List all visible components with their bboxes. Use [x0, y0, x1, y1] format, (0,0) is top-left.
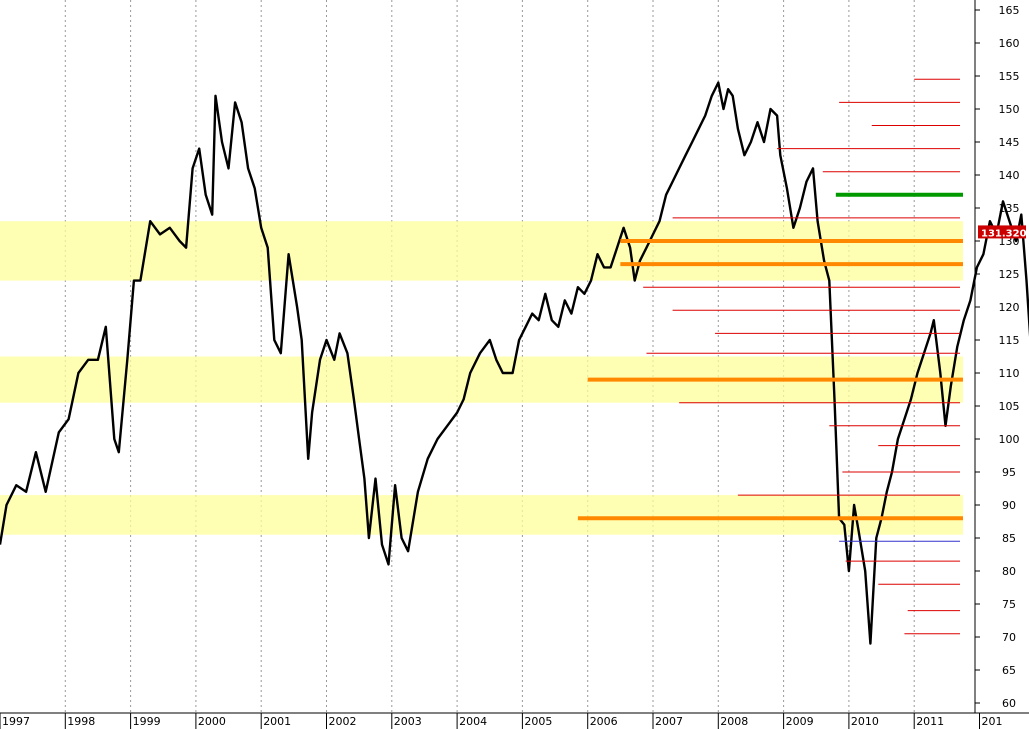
- x-tick-label-2000: 2000: [198, 715, 226, 728]
- x-tick-label-1998: 1998: [67, 715, 95, 728]
- y-tick-label-115: 115: [999, 334, 1020, 347]
- y-tick-label-165: 165: [999, 4, 1020, 17]
- x-tick-label-2006: 2006: [590, 715, 618, 728]
- y-tick-label-95: 95: [1002, 466, 1016, 479]
- last-price-badge: [978, 225, 1026, 239]
- x-tick-label-2009: 2009: [786, 715, 814, 728]
- support-zone-3: [0, 495, 963, 535]
- x-tick-label-2005: 2005: [524, 715, 552, 728]
- y-tick-label-150: 150: [999, 103, 1020, 116]
- support-zone-1: [0, 221, 963, 281]
- x-tick-label-2003: 2003: [394, 715, 422, 728]
- y-tick-label-120: 120: [999, 301, 1020, 314]
- y-tick-label-60: 60: [1002, 697, 1016, 710]
- x-tick-label-2007: 2007: [655, 715, 683, 728]
- last-price-marker: 131.320: [978, 225, 1027, 239]
- y-tick-label-135: 135: [999, 202, 1020, 215]
- x-tick-label-2001: 2001: [263, 715, 291, 728]
- y-tick-label-125: 125: [999, 268, 1020, 281]
- x-tick-label-1999: 1999: [133, 715, 161, 728]
- y-tick-label-90: 90: [1002, 499, 1016, 512]
- x-tick-label-2002: 2002: [329, 715, 357, 728]
- x-tick-label-2010: 2010: [851, 715, 879, 728]
- y-axis-ticks: 6065707580859095100105110115120125130135…: [975, 4, 1020, 710]
- y-tick-label-160: 160: [999, 37, 1020, 50]
- x-tick-label-1997: 1997: [2, 715, 30, 728]
- x-tick-label-2011: 2011: [916, 715, 944, 728]
- y-tick-label-145: 145: [999, 136, 1020, 149]
- level-lines: [577, 192, 963, 521]
- price-line-1: [0, 81, 1029, 645]
- axes: [0, 0, 1029, 714]
- y-tick-label-100: 100: [999, 433, 1020, 446]
- reference-lines: [643, 78, 960, 635]
- price-series: [0, 81, 1029, 645]
- y-tick-label-75: 75: [1002, 598, 1016, 611]
- x-axis-ticks: 1997 1998 1999 2000 2001 2002 2003 2004 2005 2006…: [0, 713, 1003, 729]
- y-tick-label-140: 140: [999, 169, 1020, 182]
- x-tick-label-2008: 2008: [720, 715, 748, 728]
- y-tick-label-80: 80: [1002, 565, 1016, 578]
- y-tick-label-70: 70: [1002, 631, 1016, 644]
- x-tick-label-201: 201: [982, 715, 1003, 728]
- y-tick-label-155: 155: [999, 70, 1020, 83]
- support-zones: [0, 221, 963, 535]
- y-tick-label-65: 65: [1002, 664, 1016, 677]
- x-tick-label-2004: 2004: [459, 715, 487, 728]
- y-tick-label-85: 85: [1002, 532, 1016, 545]
- y-tick-label-110: 110: [999, 367, 1020, 380]
- y-tick-label-105: 105: [999, 400, 1020, 413]
- last-price-label: 131.320: [981, 228, 1027, 239]
